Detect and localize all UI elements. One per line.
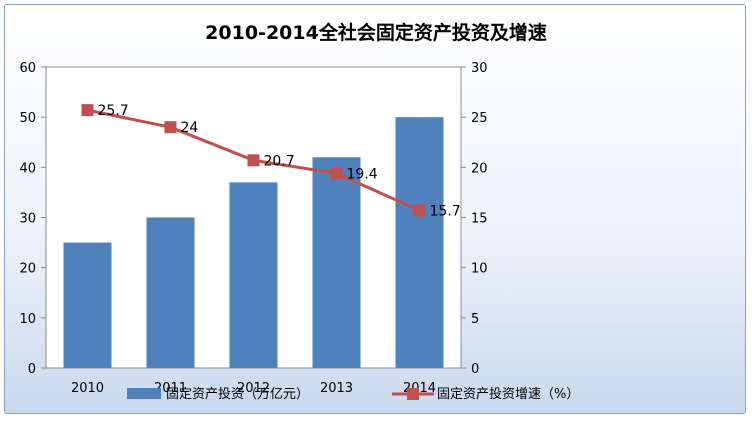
data-label: 19.4 <box>347 166 378 182</box>
left-axis-tick-label: 50 <box>19 111 36 126</box>
legend-bar-swatch <box>127 388 161 399</box>
line-series <box>81 104 426 217</box>
left-axis: 0 10 20 30 40 50 60 <box>19 61 46 377</box>
line-marker-2010 <box>81 104 94 117</box>
right-axis-tick-label: 25 <box>471 111 488 126</box>
data-label: 20.7 <box>264 153 295 169</box>
right-axis-tick-label: 20 <box>471 161 488 176</box>
chart-title: 2010-2014全社会固定资产投资及增速 <box>205 22 547 44</box>
line-marker-2014 <box>413 204 426 217</box>
x-axis-tick-label: 2010 <box>71 381 104 396</box>
bar-2011 <box>146 217 195 368</box>
left-axis-tick-label: 0 <box>28 362 36 377</box>
line-marker-2012 <box>247 154 260 167</box>
data-labels: 25.7 24 20.7 19.4 15.7 <box>98 103 461 219</box>
bar-2013 <box>312 157 361 368</box>
x-axis-tick-label: 2012 <box>237 381 270 396</box>
right-axis-tick-label: 0 <box>471 362 479 377</box>
legend: 固定资产投资（万亿元） 固定资产投资增速（%） <box>127 386 579 402</box>
right-axis-tick-label: 30 <box>471 61 488 76</box>
x-axis-tick-label: 2013 <box>320 381 353 396</box>
left-axis-tick-label: 40 <box>19 161 36 176</box>
legend-line-marker <box>407 388 419 400</box>
right-axis-tick-label: 5 <box>471 312 479 327</box>
line-marker-2013 <box>330 167 343 180</box>
data-label: 25.7 <box>98 103 129 119</box>
right-axis: 0 5 10 15 20 25 30 <box>461 61 488 377</box>
left-axis-tick-label: 10 <box>19 312 36 327</box>
data-label: 24 <box>181 120 199 136</box>
left-axis-tick-label: 30 <box>19 212 36 227</box>
x-axis-tick-label: 2011 <box>154 381 187 396</box>
data-label: 15.7 <box>430 203 461 219</box>
left-axis-tick-label: 20 <box>19 262 36 277</box>
legend-line-label: 固定资产投资增速（%） <box>437 386 579 402</box>
line-marker-2011 <box>164 121 177 134</box>
left-axis-tick-label: 60 <box>19 61 36 76</box>
bar-2012 <box>229 182 278 368</box>
right-axis-tick-label: 10 <box>471 262 488 277</box>
bar-series <box>63 117 444 369</box>
bar-2014 <box>395 117 444 369</box>
right-axis-tick-label: 15 <box>471 212 488 227</box>
bar-2010 <box>63 242 112 368</box>
legend-bar-label: 固定资产投资（万亿元） <box>166 386 309 402</box>
